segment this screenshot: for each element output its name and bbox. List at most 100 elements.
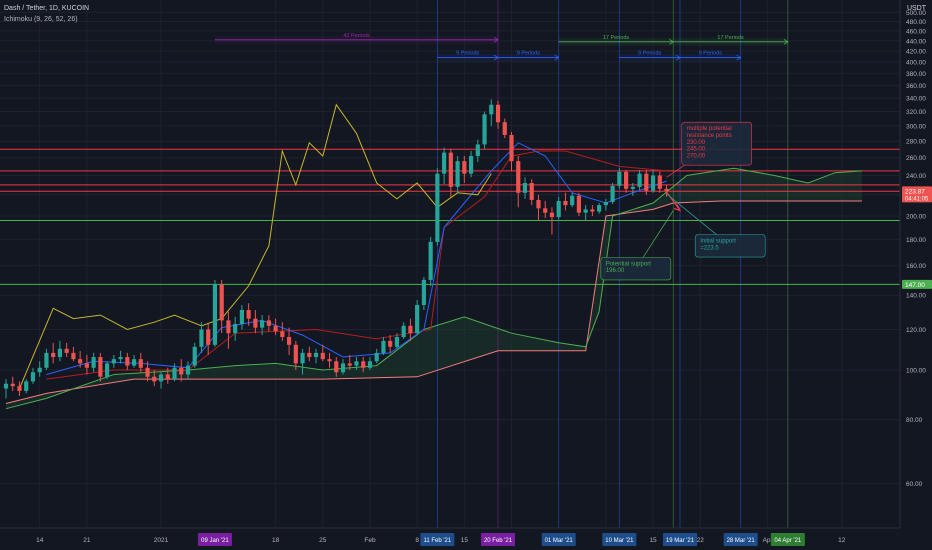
y-tick-label: 160.00 [906, 263, 926, 270]
candle-body [219, 284, 224, 321]
candle-body [549, 212, 555, 218]
arrow-head-icon [493, 36, 499, 43]
y-tick-label: 480.00 [906, 19, 926, 26]
candle [630, 183, 635, 196]
candle [495, 100, 501, 129]
candle [361, 357, 366, 373]
candle [610, 183, 615, 205]
candle-body [340, 363, 346, 373]
callout-text: 196.00 [606, 268, 625, 274]
date-badge-bg [481, 533, 516, 546]
projection-arrow [666, 191, 681, 211]
candle [522, 177, 528, 199]
candle [388, 335, 393, 353]
candle-body [111, 359, 116, 364]
date-badge-label: 09 Jan '21 [201, 538, 229, 544]
date-badge-bg [770, 533, 805, 546]
price-badge: 147.00 [902, 279, 932, 289]
candle [78, 350, 83, 368]
candle-body [509, 134, 514, 162]
candle-body [118, 357, 123, 360]
callout-text: Initial support [700, 239, 736, 245]
candle-body [536, 199, 541, 209]
candle-body [51, 352, 56, 358]
candle-body [57, 348, 63, 358]
candle-body [624, 171, 629, 189]
candle [415, 300, 420, 336]
price-axis-bg [900, 0, 932, 550]
candle [313, 348, 319, 364]
measurement-label: 9 Periods [517, 51, 540, 57]
candle [394, 333, 400, 349]
x-tick-label: 25 [319, 537, 327, 544]
candle [17, 381, 22, 396]
candle [603, 198, 608, 211]
candle-body [367, 361, 373, 368]
candle [462, 155, 467, 184]
candle-body [138, 359, 143, 368]
x-tick-label: 18 [272, 537, 280, 544]
price-badge-value: 223.87 [905, 188, 925, 195]
y-tick-label: 260.00 [906, 155, 926, 162]
candle-body [98, 357, 103, 377]
candle-body [192, 346, 197, 366]
y-tick-label: 380.00 [906, 71, 926, 78]
date-badge: 10 Mar '21 [602, 533, 637, 546]
candle-body [610, 185, 615, 202]
date-badge-bg [197, 533, 232, 546]
x-tick-label: 8 [415, 537, 419, 544]
candle [138, 352, 143, 373]
y-tick-label: 280.00 [906, 139, 926, 146]
arrow-head-icon [736, 54, 742, 61]
candle [57, 340, 63, 362]
candle [536, 194, 541, 221]
candle-body [273, 325, 278, 332]
x-tick-label: 14 [36, 537, 44, 544]
candle-body [179, 367, 184, 375]
candle-body [212, 284, 218, 345]
y-tick-label: 340.00 [906, 96, 926, 103]
period-measurement: 9 Periods [680, 51, 742, 62]
candle [516, 155, 521, 208]
callout-text: 245.00 [687, 147, 706, 153]
date-badge: 01 Mar '21 [541, 533, 576, 546]
price-badge-value: 147.00 [905, 282, 925, 289]
candle-body [246, 309, 251, 319]
date-badge-label: 28 Mar '21 [727, 538, 756, 544]
callout-text: 230.00 [687, 140, 706, 146]
candle [172, 363, 177, 382]
y-tick-label: 240.00 [906, 173, 926, 180]
callout-text: Potential support [606, 261, 651, 267]
candle [105, 361, 110, 380]
candle-body [30, 372, 36, 382]
candle-body [361, 361, 366, 368]
candle [428, 236, 433, 286]
y-tick-label: 300.00 [906, 123, 926, 130]
candle [354, 357, 359, 370]
candle [482, 111, 487, 150]
price-badge-bg [902, 279, 932, 289]
candle-body [10, 383, 15, 387]
y-tick-label: 500.00 [906, 10, 926, 17]
candle-body [489, 104, 494, 115]
candle [624, 169, 629, 193]
measurement-label: 17 Periods [717, 35, 744, 41]
arrow-head-icon [783, 38, 789, 45]
candle [219, 279, 224, 334]
candle [340, 359, 346, 375]
candle [468, 150, 474, 178]
candle-body [206, 329, 211, 345]
candle-body [603, 201, 608, 206]
candle [260, 315, 265, 336]
time-axis-bg [0, 528, 932, 550]
candle [212, 279, 218, 347]
candle-body [313, 352, 319, 358]
x-tick-label: 21 [83, 537, 91, 544]
date-badge-label: 01 Mar '21 [545, 538, 574, 544]
candle [455, 155, 460, 193]
x-tick-label: 22 [697, 537, 705, 544]
candle [563, 192, 568, 211]
y-tick-label: 320.00 [906, 109, 926, 116]
